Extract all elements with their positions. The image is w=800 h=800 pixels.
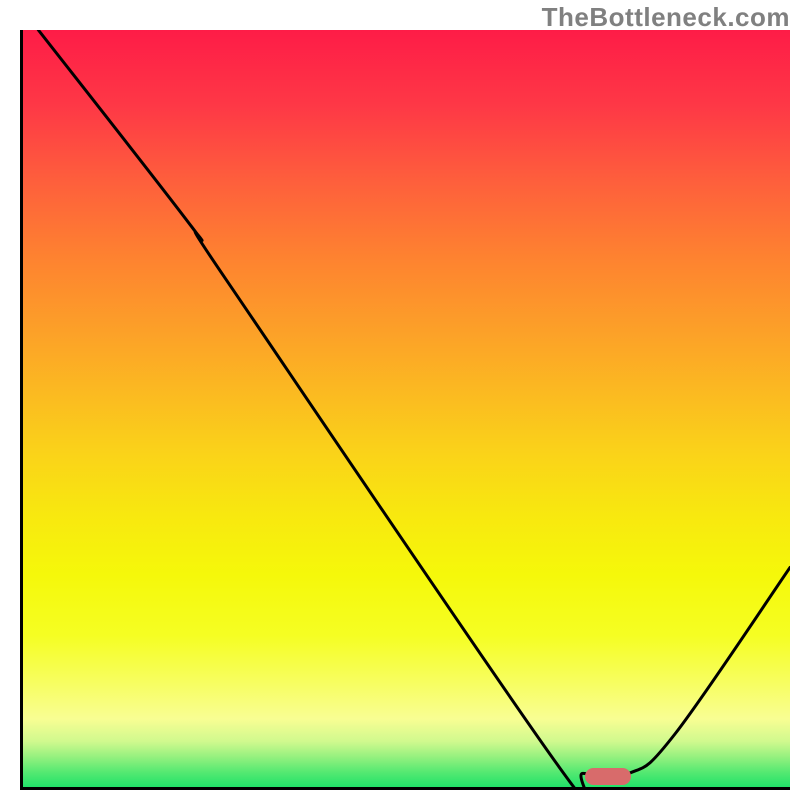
chart-svg: [23, 30, 790, 787]
background-gradient: [23, 30, 790, 787]
optimal-pill-marker: [585, 768, 631, 785]
plot-area: [20, 30, 790, 790]
chart-container: TheBottleneck.com: [0, 0, 800, 800]
watermark-text: TheBottleneck.com: [542, 2, 790, 33]
